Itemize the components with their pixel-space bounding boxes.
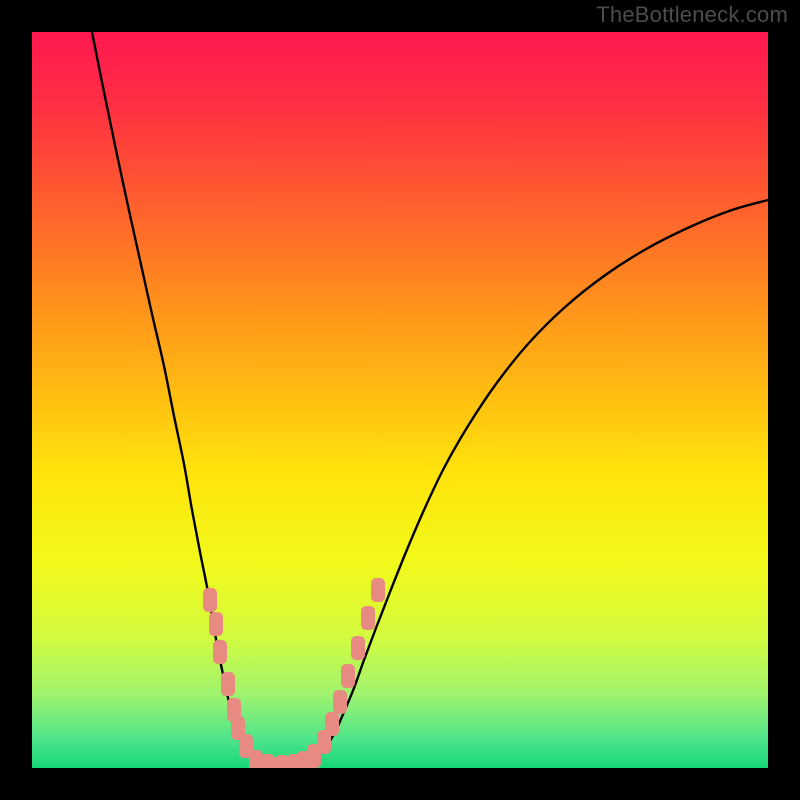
marker-right-6	[361, 606, 375, 630]
marker-trough-1	[261, 754, 275, 768]
marker-right-3	[333, 690, 347, 714]
marker-right-7	[371, 578, 385, 602]
marker-trough-0	[249, 750, 263, 768]
marker-left-3	[221, 672, 235, 696]
marker-right-2	[325, 712, 339, 736]
marker-right-5	[351, 636, 365, 660]
marker-trough-4	[297, 751, 311, 768]
watermark-text: TheBottleneck.com	[596, 2, 788, 28]
marker-trough-2	[275, 755, 289, 768]
marker-left-2	[213, 640, 227, 664]
chart-stage: TheBottleneck.com	[0, 0, 800, 800]
marker-left-0	[203, 588, 217, 612]
plot-area	[32, 32, 768, 768]
plot-svg	[32, 32, 768, 768]
marker-left-1	[209, 612, 223, 636]
gradient-background	[32, 32, 768, 768]
marker-right-4	[341, 664, 355, 688]
